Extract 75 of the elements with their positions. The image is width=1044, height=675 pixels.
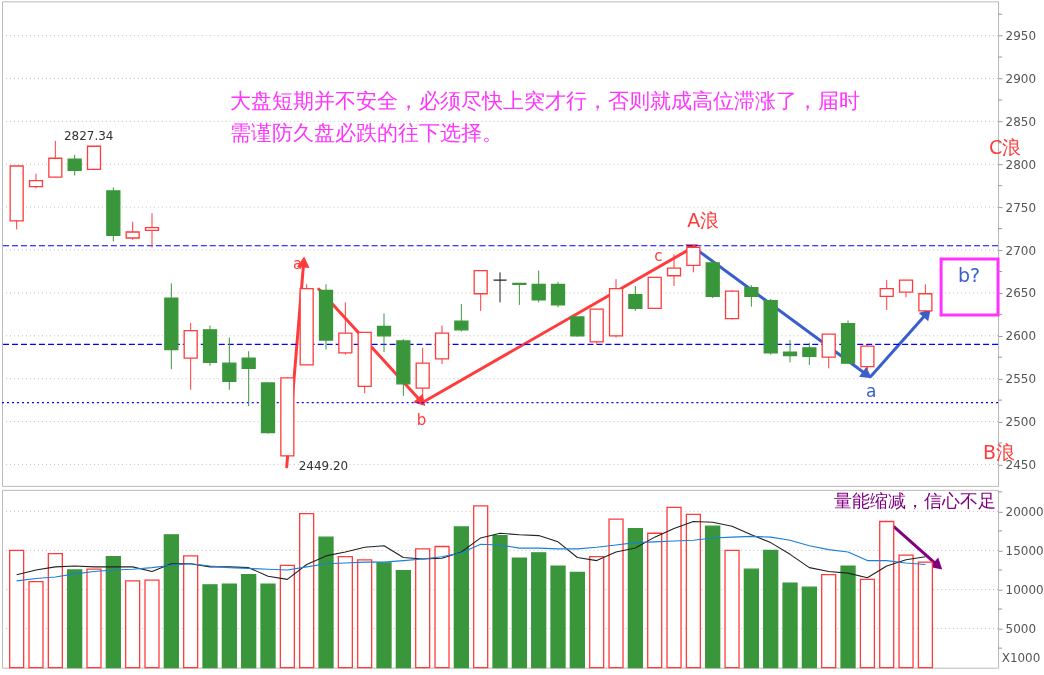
y-tick-label: 2900 [1005,72,1037,86]
y-tick-label: 5000 [1005,622,1037,637]
y-tick-label: 2550 [1005,372,1037,387]
text: X1000 [1001,650,1041,665]
bar [395,570,411,669]
bar [202,584,218,669]
candlestick [879,279,894,311]
candlestick [821,333,836,369]
candlestick [492,271,508,303]
line-series [16,535,926,582]
candlestick [570,316,585,338]
y-tick-label: 2650 [1005,286,1037,301]
bar [511,557,527,669]
bar [550,565,566,669]
annotation: 2827.34 [63,129,114,144]
annotation: 大盘短期并不安全，必须尽快上突才行，否则就成高位滞涨了，届时需谨防久盘必跌的往下选择。 [229,89,860,146]
annotation: a [865,380,877,401]
candlestick [782,339,798,363]
bar [840,565,856,669]
candlestick [86,145,102,171]
bar [569,571,585,669]
annotation: c [654,247,663,266]
y-tick-label: 2500 [1005,415,1037,430]
bar [105,556,121,669]
candlestick [473,269,488,312]
bar [67,569,83,669]
y-tick-label: 2600 [1005,329,1037,344]
candlestick [628,285,643,312]
candlestick [241,350,256,407]
line-series [16,520,926,580]
candlestick [222,336,237,391]
bar [221,583,237,669]
bar [376,562,392,669]
y-tick-label: 20000 [1005,504,1044,519]
candlestick [28,173,44,189]
candlestick [744,284,759,308]
bar [241,574,257,669]
candlestick [666,253,682,287]
candlestick [144,212,160,248]
candlestick [125,221,140,241]
bar [705,525,721,669]
bar [782,582,798,669]
bar [743,568,760,669]
y-tick-label: 15000 [1005,543,1044,558]
bar [163,534,179,669]
bar [453,526,469,669]
bar [801,586,818,669]
bar [260,583,276,669]
candlestick [860,344,875,373]
y-tick-label: 2950 [1005,29,1037,44]
candlestick [454,303,469,332]
bar [531,552,547,669]
y-tick-label: 2700 [1005,243,1037,258]
candlestick [48,140,63,178]
bar [318,536,334,669]
candlestick [338,301,353,356]
annotation: 2449.20 [298,458,349,473]
candlestick [67,154,82,176]
bar [627,527,644,669]
bar [763,549,779,669]
annotation: b? [958,264,981,287]
bar [492,534,508,669]
annotation: C浪 [988,136,1022,159]
candlestick [550,281,566,308]
annotation: 量能缩减，信心不足 [834,489,997,511]
y-tick-label: 2750 [1005,200,1037,215]
candlestick [376,312,392,353]
y-tick-label: 2850 [1005,114,1037,129]
annotation: b [416,410,427,429]
annotation: A浪 [687,209,720,232]
candlestick [531,270,546,303]
y-tick-label: 10000 [1005,583,1044,598]
y-tick-label: 2800 [1005,157,1037,172]
candlestick [802,342,817,366]
candlestick [512,282,527,306]
